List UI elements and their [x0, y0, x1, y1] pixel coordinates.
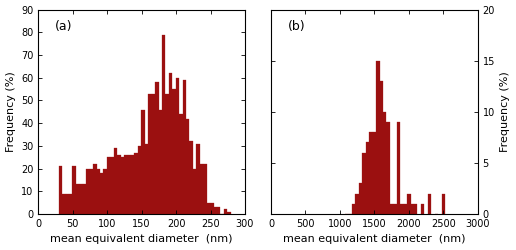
Bar	[210, 203, 214, 214]
Bar	[411, 204, 414, 214]
Y-axis label: Frequency (%): Frequency (%)	[501, 72, 510, 152]
Bar	[86, 168, 90, 214]
Bar	[380, 81, 383, 214]
Bar	[166, 94, 169, 214]
Bar	[162, 34, 166, 214]
Bar	[373, 132, 376, 214]
Bar	[366, 142, 369, 214]
Bar	[169, 73, 172, 214]
Bar	[90, 168, 93, 214]
Bar	[400, 204, 404, 214]
X-axis label: mean equivalent diameter  (nm): mean equivalent diameter (nm)	[283, 234, 465, 244]
Bar	[203, 164, 207, 214]
Bar	[407, 194, 411, 214]
Bar	[362, 153, 366, 214]
Bar	[114, 148, 117, 214]
Bar	[383, 112, 386, 214]
Bar	[100, 173, 103, 214]
Bar	[421, 204, 424, 214]
Bar	[110, 157, 114, 214]
Bar	[214, 207, 217, 214]
Bar	[103, 168, 107, 214]
Bar	[93, 164, 96, 214]
Bar	[442, 194, 445, 214]
Bar	[138, 146, 141, 214]
Bar	[152, 94, 155, 214]
Bar	[228, 212, 231, 214]
Bar	[428, 194, 431, 214]
Bar	[172, 89, 176, 214]
Bar	[207, 203, 210, 214]
Bar	[404, 204, 407, 214]
Bar	[72, 166, 76, 214]
Bar	[62, 194, 66, 214]
Y-axis label: Frequency (%): Frequency (%)	[6, 72, 15, 152]
Text: (a): (a)	[55, 20, 72, 33]
Bar	[390, 204, 393, 214]
Text: (b): (b)	[287, 20, 305, 33]
Bar	[66, 194, 69, 214]
Bar	[217, 207, 220, 214]
Bar	[144, 144, 148, 214]
Bar	[141, 110, 144, 214]
Bar	[176, 78, 179, 214]
Bar	[183, 80, 186, 214]
X-axis label: mean equivalent diameter  (nm): mean equivalent diameter (nm)	[51, 234, 233, 244]
Bar	[158, 110, 162, 214]
Bar	[186, 118, 189, 214]
Bar	[200, 164, 203, 214]
Bar	[376, 61, 380, 214]
Bar	[117, 155, 121, 214]
Bar	[59, 166, 62, 214]
Bar	[134, 153, 138, 214]
Bar	[96, 168, 100, 214]
Bar	[397, 122, 400, 214]
Bar	[189, 141, 193, 214]
Bar	[224, 210, 228, 214]
Bar	[386, 122, 390, 214]
Bar	[83, 184, 86, 214]
Bar	[393, 204, 397, 214]
Bar	[356, 194, 359, 214]
Bar	[79, 184, 83, 214]
Bar	[352, 204, 356, 214]
Bar	[359, 183, 362, 214]
Bar	[414, 204, 417, 214]
Bar	[127, 155, 131, 214]
Bar	[131, 155, 134, 214]
Bar	[148, 94, 152, 214]
Bar	[369, 132, 373, 214]
Bar	[197, 144, 200, 214]
Bar	[121, 157, 124, 214]
Bar	[179, 114, 183, 214]
Bar	[124, 155, 127, 214]
Bar	[76, 184, 79, 214]
Bar	[155, 82, 158, 214]
Bar	[107, 157, 110, 214]
Bar	[193, 168, 197, 214]
Bar	[69, 194, 72, 214]
